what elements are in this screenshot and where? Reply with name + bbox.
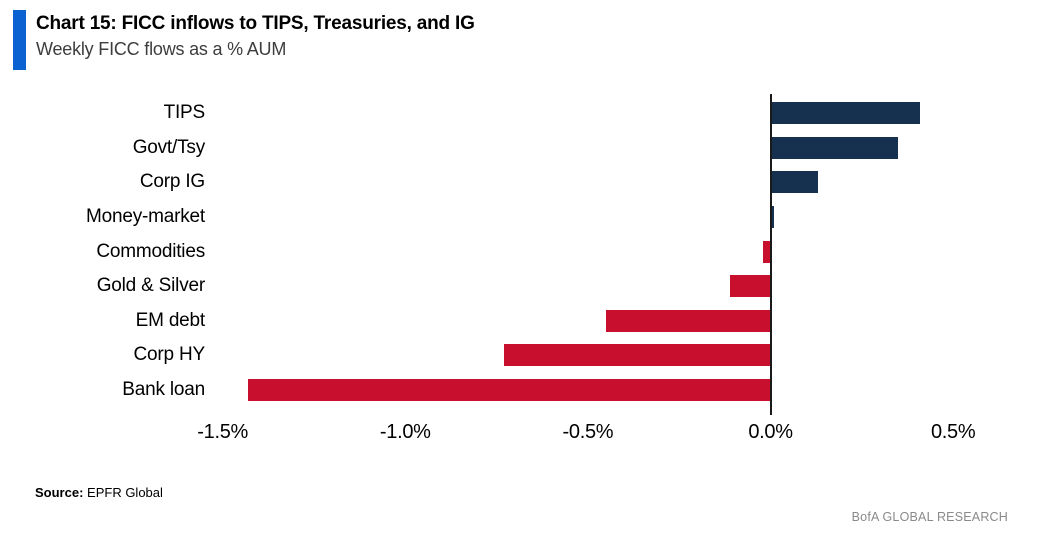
bar bbox=[503, 344, 771, 367]
chart-row: EM debt bbox=[0, 304, 1048, 339]
bar bbox=[763, 240, 771, 263]
bar-track bbox=[215, 200, 1035, 235]
bar-track bbox=[215, 338, 1035, 373]
chart-row: Corp IG bbox=[0, 165, 1048, 200]
chart-title: Chart 15: FICC inflows to TIPS, Treasuri… bbox=[36, 13, 475, 34]
bar bbox=[770, 171, 819, 194]
bar bbox=[770, 136, 899, 159]
category-label: Govt/Tsy bbox=[132, 136, 206, 158]
chart-row: TIPS bbox=[0, 96, 1048, 131]
zero-axis-line bbox=[769, 94, 772, 416]
title-block: Chart 15: FICC inflows to TIPS, Treasuri… bbox=[36, 10, 475, 70]
category-label: Corp HY bbox=[133, 344, 206, 366]
chart-header: Chart 15: FICC inflows to TIPS, Treasuri… bbox=[13, 10, 475, 70]
brand-mark: BofA GLOBAL RESEARCH bbox=[851, 510, 1008, 524]
x-tick-label: 0.0% bbox=[748, 421, 793, 444]
category-label: Bank loan bbox=[122, 379, 205, 401]
bar-chart: TIPS Govt/Tsy Corp IG Money-market Commoditi… bbox=[0, 94, 1048, 451]
bar-track bbox=[215, 269, 1035, 304]
bar-track bbox=[215, 373, 1035, 408]
bar-track bbox=[215, 234, 1035, 269]
chart-row: Corp HY bbox=[0, 338, 1048, 373]
chart-subtitle: Weekly FICC flows as a % AUM bbox=[36, 38, 287, 59]
bar-track bbox=[215, 131, 1035, 166]
title-accent-bar bbox=[13, 10, 26, 70]
source-label: Source: bbox=[35, 485, 84, 500]
chart-row: Money-market bbox=[0, 200, 1048, 235]
x-tick-label: -0.5% bbox=[562, 421, 614, 444]
bar-track bbox=[215, 304, 1035, 339]
bar bbox=[248, 379, 771, 402]
category-label: Commodities bbox=[96, 240, 205, 262]
bar bbox=[770, 102, 921, 125]
chart-row: Bank loan bbox=[0, 373, 1048, 408]
x-tick-label: -1.5% bbox=[197, 421, 249, 444]
chart-row: Commodities bbox=[0, 234, 1048, 269]
x-tick-label: -1.0% bbox=[379, 421, 431, 444]
chart-row: Govt/Tsy bbox=[0, 131, 1048, 166]
x-axis: -1.5% -1.0% -0.5% 0.0% 0.5% bbox=[197, 421, 1035, 451]
category-label: Gold & Silver bbox=[96, 275, 205, 297]
source-value: EPFR Global bbox=[87, 485, 163, 500]
bar-track bbox=[215, 96, 1035, 131]
category-label: EM debt bbox=[135, 309, 206, 331]
bar bbox=[770, 206, 775, 229]
category-label: Corp IG bbox=[139, 171, 205, 193]
source-note: Source: EPFR Global bbox=[35, 485, 163, 500]
category-label: TIPS bbox=[163, 102, 206, 124]
chart-row: Gold & Silver bbox=[0, 269, 1048, 304]
bar bbox=[606, 309, 771, 332]
category-label: Money-market bbox=[85, 206, 205, 228]
chart-rows: TIPS Govt/Tsy Corp IG Money-market Commoditi… bbox=[0, 96, 1048, 407]
bar bbox=[730, 275, 771, 298]
x-tick-label: 0.5% bbox=[930, 421, 976, 444]
bar-track bbox=[215, 165, 1035, 200]
